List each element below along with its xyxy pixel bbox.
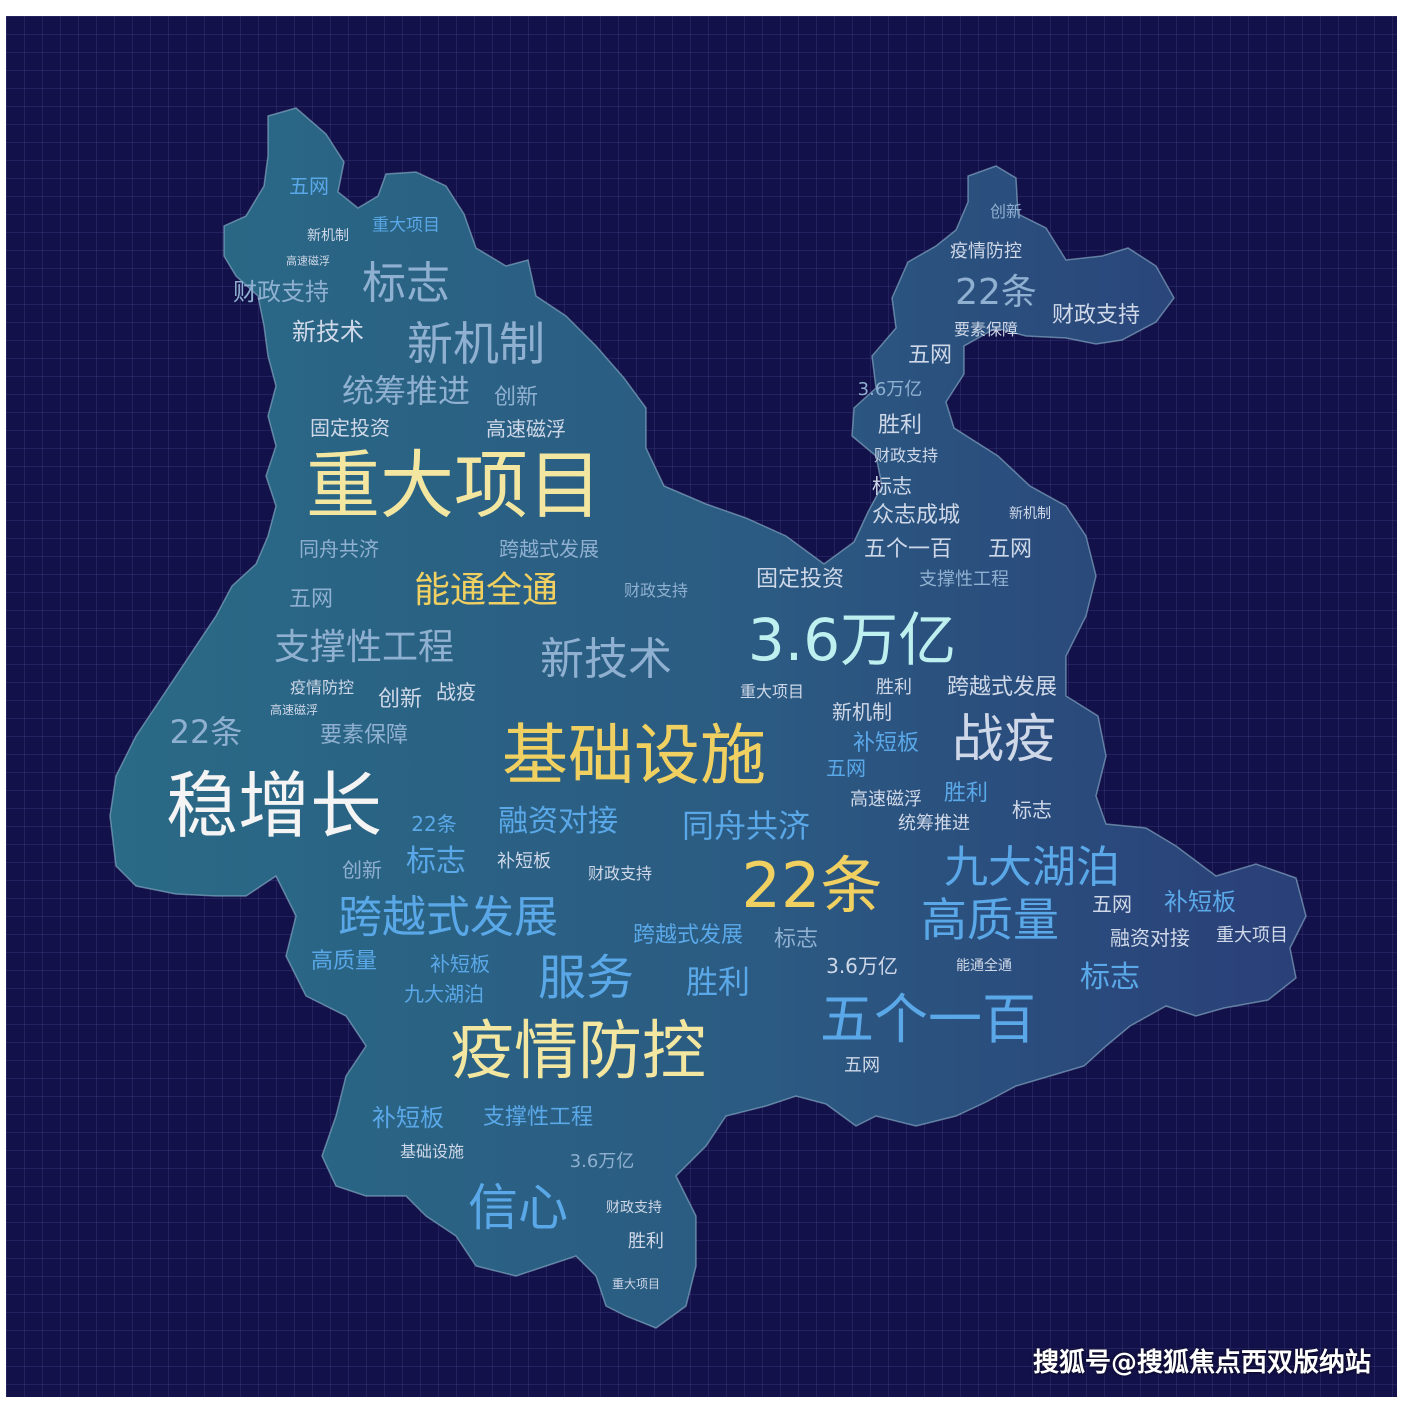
cloud-word: 胜利 <box>877 413 923 438</box>
cloud-word: 跨越式发展 <box>946 675 1058 700</box>
cloud-word: 高速磁浮 <box>286 254 330 268</box>
cloud-word: 战疫 <box>951 710 1057 770</box>
cloud-word: 战疫 <box>436 680 476 704</box>
cloud-word: 要素保障 <box>953 320 1019 339</box>
cloud-word: 新机制 <box>307 228 349 244</box>
cloud-word: 3.6万亿 <box>569 1151 635 1172</box>
cloud-word: 补短板 <box>497 851 551 872</box>
cloud-word: 九大湖泊 <box>944 842 1120 893</box>
cloud-word: 服务 <box>537 950 635 1006</box>
cloud-word: 新技术 <box>540 634 672 685</box>
cloud-word: 重大项目 <box>739 682 805 701</box>
cloud-word: 胜利 <box>876 677 912 698</box>
cloud-word: 基础设施 <box>502 717 766 794</box>
cloud-word: 财政支持 <box>606 1200 662 1216</box>
cloud-word: 标志 <box>872 474 912 498</box>
cloud-word: 财政支持 <box>873 446 939 465</box>
cloud-word: 能通全通 <box>956 958 1012 974</box>
cloud-word: 22条 <box>169 713 243 751</box>
cloud-word: 基础设施 <box>399 1142 465 1161</box>
cloud-word: 能通全通 <box>413 570 559 611</box>
cloud-word: 财政支持 <box>1051 303 1141 328</box>
cloud-word: 疫情防控 <box>950 241 1022 262</box>
cloud-word: 创新 <box>493 385 539 410</box>
cloud-word: 3.6万亿 <box>857 379 923 400</box>
cloud-word: 重大项目 <box>1216 925 1288 946</box>
cloud-word: 高质量 <box>921 893 1059 947</box>
cloud-word: 九大湖泊 <box>404 982 484 1006</box>
cloud-word: 补短板 <box>372 1104 444 1132</box>
cloud-word: 五网 <box>826 756 866 780</box>
cloud-word: 胜利 <box>628 1231 664 1252</box>
cloud-word: 高质量 <box>310 949 378 974</box>
cloud-word: 标志 <box>1080 960 1140 995</box>
cloud-word: 胜利 <box>943 781 989 806</box>
cloud-word: 跨越式发展 <box>499 537 599 561</box>
cloud-word: 融资对接 <box>1110 926 1190 950</box>
cloud-word: 创新 <box>989 202 1023 221</box>
cloud-word: 疫情防控 <box>450 1015 706 1089</box>
cloud-word: 五网 <box>844 1055 880 1076</box>
cloud-word: 信心 <box>468 1179 568 1237</box>
cloud-word: 高速磁浮 <box>850 789 922 810</box>
cloud-word: 创新 <box>377 687 423 712</box>
cloud-word: 五网 <box>1092 892 1132 916</box>
cloud-word: 高速磁浮 <box>486 417 566 441</box>
cloud-word: 财政支持 <box>233 278 329 306</box>
cloud-word: 众志成城 <box>871 503 961 528</box>
cloud-word: 同舟共济 <box>299 537 379 561</box>
word-cloud-canvas: 五网 重大项目 新机制 高速磁浮 财政支持 标志 新技术 新机制 统筹推进 创新 固定投资 高速磁浮重… <box>6 16 1397 1397</box>
cloud-word: 高速磁浮 <box>269 703 319 717</box>
cloud-word: 要素保障 <box>319 723 409 748</box>
cloud-word: 重大项目 <box>611 1277 661 1291</box>
province-outline <box>109 107 1307 1329</box>
cloud-word: 五个一百 <box>820 988 1036 1051</box>
watermark-text: 搜狐号@搜狐焦点西双版纳站 <box>1032 1348 1371 1378</box>
cloud-word: 统筹推进 <box>341 372 471 410</box>
cloud-word: 支撑性工程 <box>482 1105 594 1130</box>
cloud-word: 支撑性工程 <box>919 569 1009 590</box>
cloud-word: 22条 <box>741 849 883 922</box>
cloud-word: 标志 <box>773 927 819 952</box>
cloud-word: 支撑性工程 <box>273 627 455 668</box>
cloud-word: 3.6万亿 <box>826 954 898 978</box>
cloud-word: 五网 <box>907 343 953 368</box>
cloud-word: 22条 <box>411 812 457 836</box>
cloud-word: 新机制 <box>407 317 545 371</box>
cloud-word: 五个一百 <box>863 537 953 562</box>
cloud-word: 财政支持 <box>623 581 689 600</box>
cloud-word: 跨越式发展 <box>632 923 744 948</box>
cloud-word: 标志 <box>1012 798 1052 822</box>
cloud-word: 新机制 <box>832 700 892 724</box>
cloud-word: 同舟共济 <box>681 807 811 845</box>
cloud-word: 跨越式发展 <box>338 892 558 943</box>
cloud-word: 补短板 <box>1164 888 1236 916</box>
cloud-word: 固定投资 <box>755 567 845 592</box>
cloud-word: 创新 <box>342 858 382 882</box>
cloud-word: 补短板 <box>852 731 920 756</box>
cloud-word: 财政支持 <box>587 864 653 883</box>
cloud-word: 重大项目 <box>306 443 602 529</box>
cloud-word: 疫情防控 <box>289 678 355 697</box>
cloud-word: 新机制 <box>1009 506 1051 522</box>
province-map-shape <box>109 107 1307 1329</box>
cloud-word: 重大项目 <box>372 215 440 236</box>
cloud-word: 统筹推进 <box>898 813 970 834</box>
cloud-word: 五网 <box>288 587 334 612</box>
cloud-word: 胜利 <box>685 963 751 1001</box>
cloud-word: 22条 <box>955 272 1037 313</box>
cloud-word: 标志 <box>406 844 466 879</box>
cloud-word: 五网 <box>289 174 329 198</box>
cloud-word: 标志 <box>362 258 450 309</box>
cloud-word: 融资对接 <box>498 804 618 839</box>
cloud-word: 补短板 <box>430 952 490 976</box>
cloud-word: 3.6万亿 <box>747 606 957 674</box>
cloud-word: 固定投资 <box>310 416 390 440</box>
cloud-word: 稳增长 <box>165 764 383 848</box>
cloud-word: 新技术 <box>292 318 364 346</box>
cloud-word: 五网 <box>987 537 1033 562</box>
